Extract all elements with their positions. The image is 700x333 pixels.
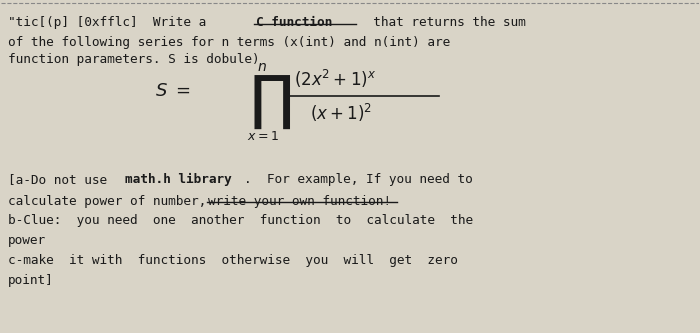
Text: math.h library: math.h library — [125, 173, 232, 186]
Text: "tic[(p] [0xfflc]  Write a: "tic[(p] [0xfflc] Write a — [8, 16, 214, 29]
Text: C function: C function — [256, 16, 332, 29]
Text: $S\ =$: $S\ =$ — [155, 82, 190, 100]
Text: write your own function!: write your own function! — [209, 194, 391, 207]
Text: of the following series for n terms (x(int) and n(int) are: of the following series for n terms (x(i… — [8, 36, 451, 49]
Text: $(x+1)^2$: $(x+1)^2$ — [309, 102, 372, 124]
Text: $x{=}1$: $x{=}1$ — [247, 130, 279, 143]
Text: [a-Do not use: [a-Do not use — [8, 173, 115, 186]
Text: c-make  it with  functions  otherwise  you  will  get  zero: c-make it with functions otherwise you w… — [8, 254, 458, 267]
Text: function parameters. S is dobule): function parameters. S is dobule) — [8, 53, 260, 66]
Text: $\prod$: $\prod$ — [249, 74, 291, 131]
Text: $n$: $n$ — [257, 60, 267, 75]
Text: .  For example, If you need to: . For example, If you need to — [244, 173, 472, 186]
Text: $(2x^2+1)^x$: $(2x^2+1)^x$ — [294, 68, 377, 90]
Text: that returns the sum: that returns the sum — [358, 16, 526, 29]
Text: power: power — [8, 234, 46, 247]
Text: calculate power of number,: calculate power of number, — [8, 194, 214, 207]
Text: b-Clue:  you need  one  another  function  to  calculate  the: b-Clue: you need one another function to… — [8, 214, 473, 227]
Text: point]: point] — [8, 274, 54, 287]
